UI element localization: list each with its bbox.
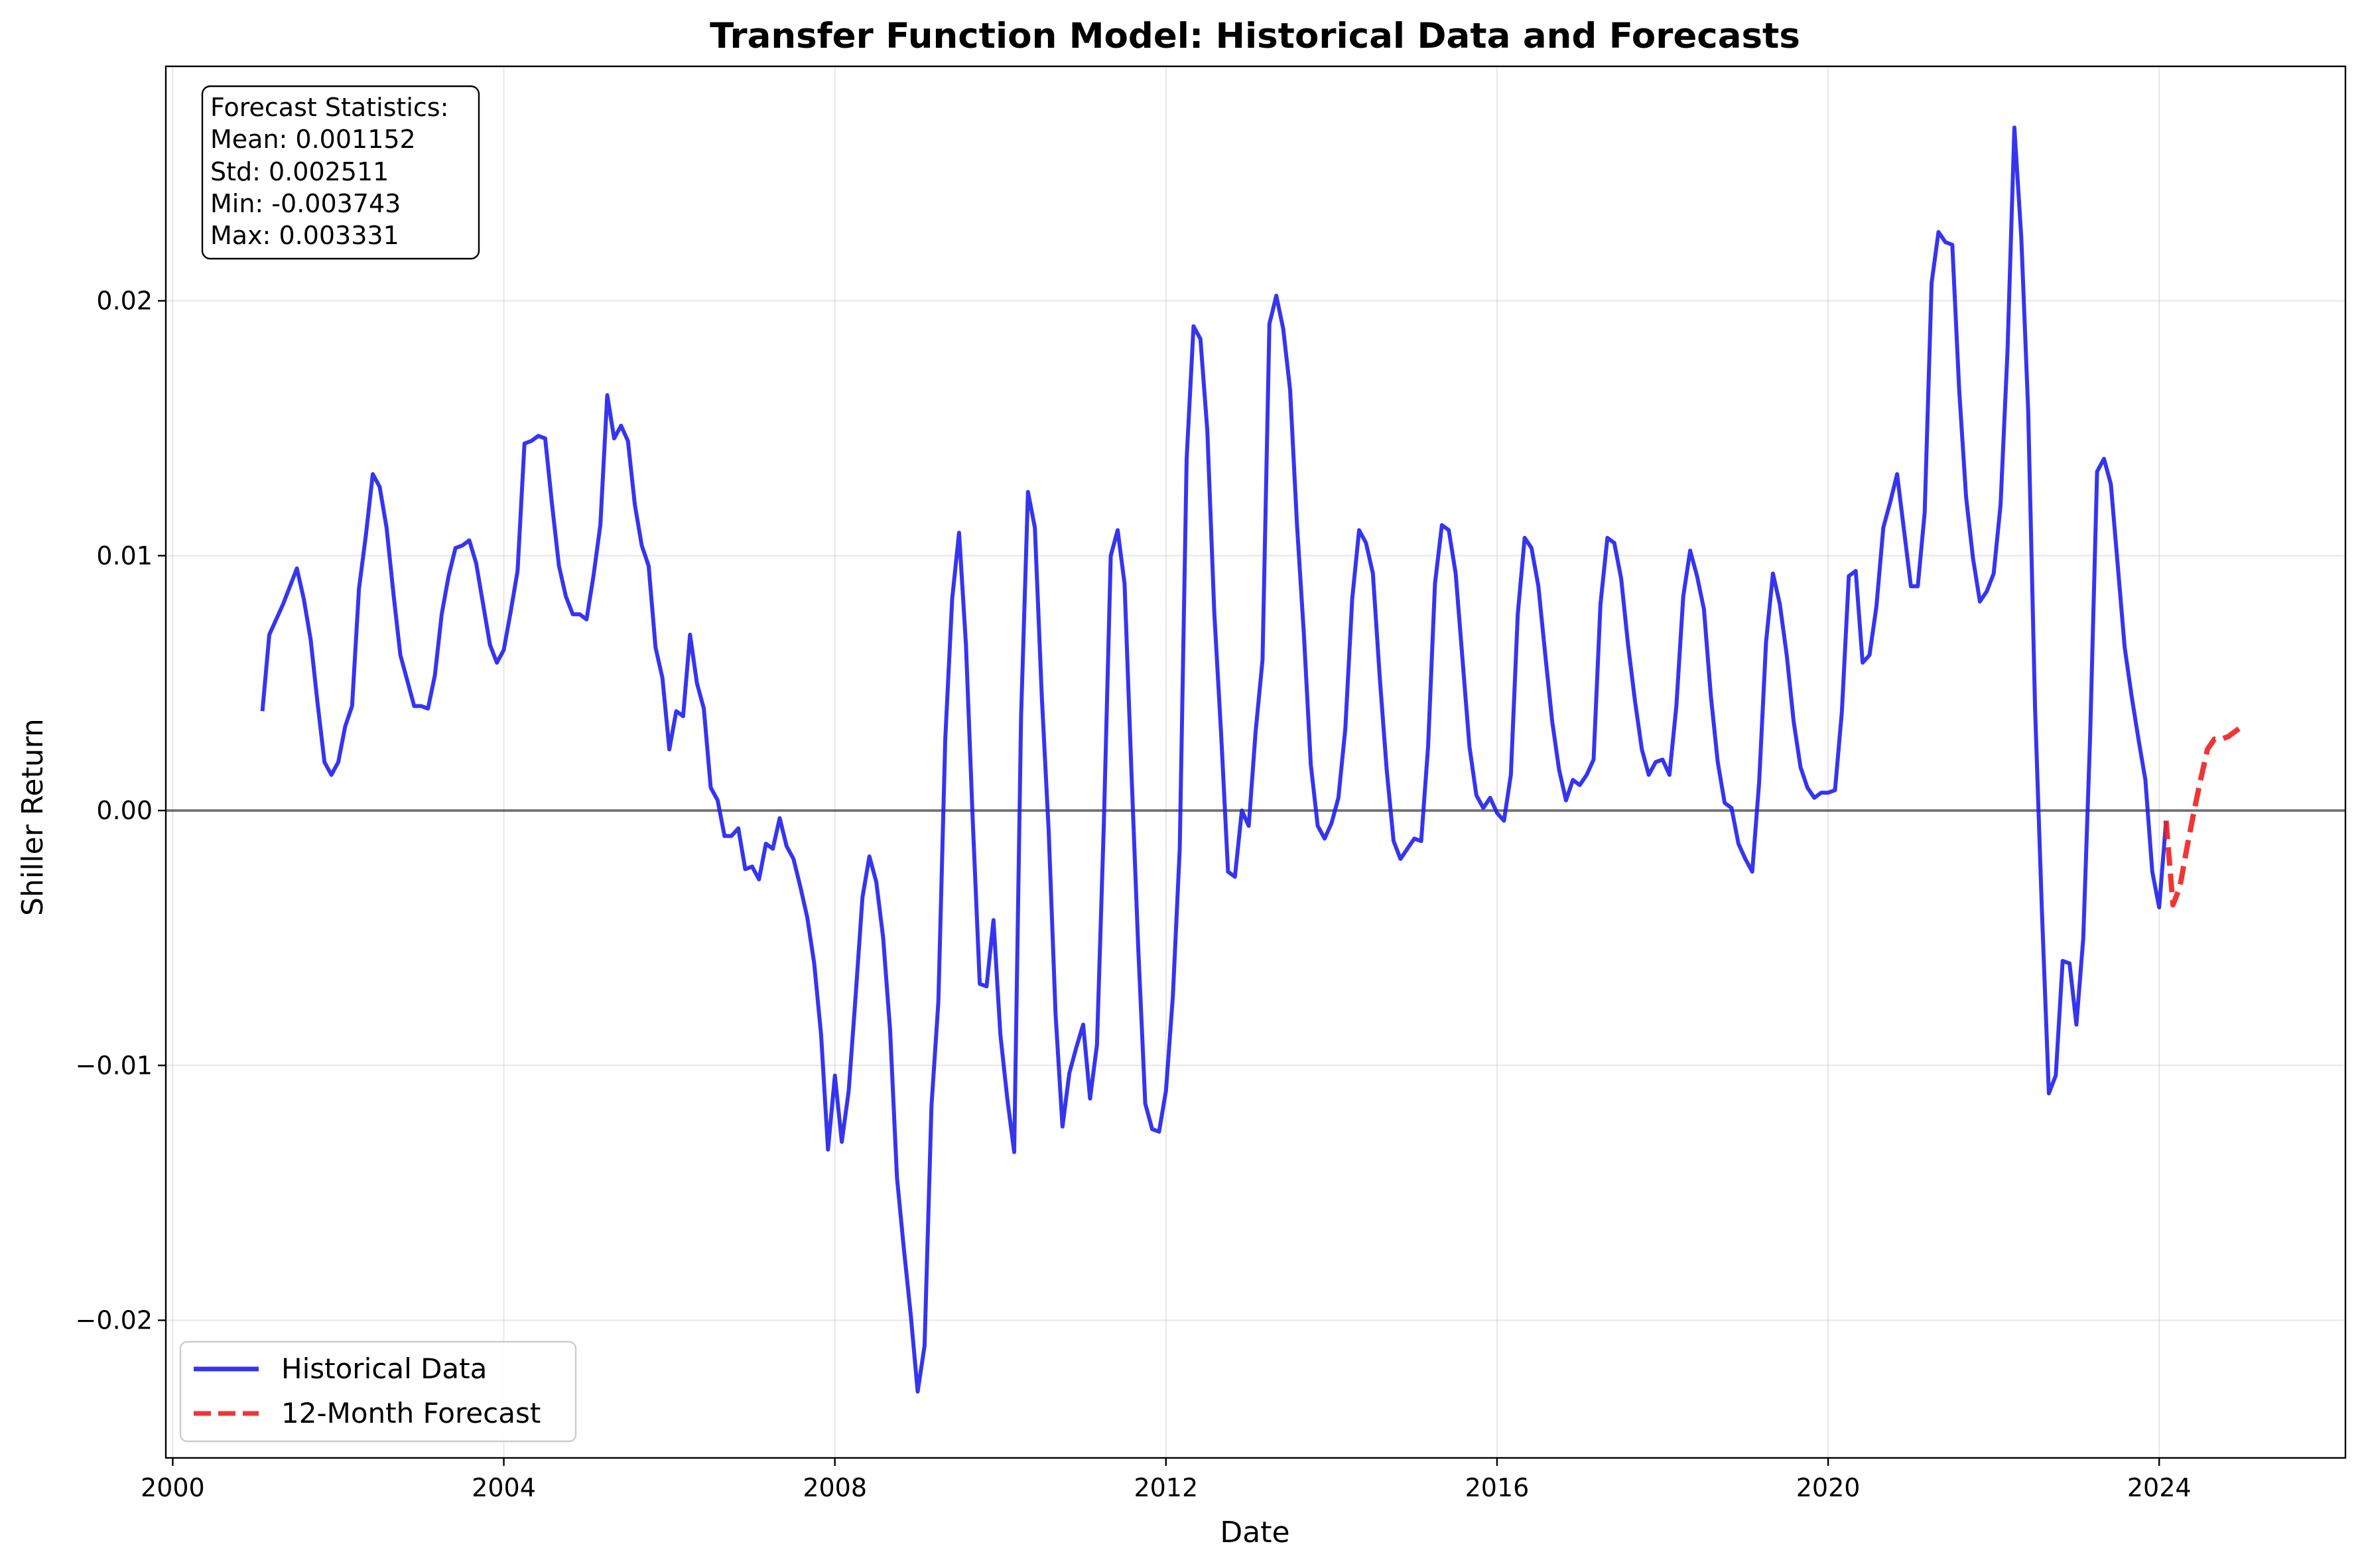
legend-label-historical: Historical Data <box>281 1352 487 1385</box>
x-axis: 2000 2004 2008 2012 2016 2020 2024 <box>141 1458 2192 1502</box>
legend: Historical Data 12-Month Forecast <box>179 1340 577 1443</box>
y-tick-label: 0.02 <box>96 287 153 316</box>
y-tick-label: 0.01 <box>96 541 153 570</box>
x-tick-label: 2000 <box>141 1473 205 1502</box>
x-tick-label: 2020 <box>1796 1473 1861 1502</box>
x-tick-label: 2012 <box>1134 1473 1198 1502</box>
legend-label-forecast: 12-Month Forecast <box>281 1397 541 1429</box>
forecast-stats-box: Forecast Statistics: Mean: 0.001152 Std:… <box>201 85 480 260</box>
y-axis-label: Shiller Return <box>16 718 50 916</box>
x-tick-label: 2024 <box>2127 1473 2192 1502</box>
legend-frame <box>179 1340 577 1443</box>
x-tick-label: 2016 <box>1465 1473 1530 1502</box>
stats-box-frame <box>201 85 480 260</box>
chart-title: Transfer Function Model: Historical Data… <box>710 16 1800 56</box>
stats-line-std: Std: 0.002511 <box>210 157 389 186</box>
stats-line-min: Min: -0.003743 <box>210 189 401 218</box>
series-group <box>260 125 2244 1394</box>
y-axis: −0.02 −0.01 0.00 0.01 0.02 <box>76 287 166 1335</box>
y-tick-label: 0.00 <box>96 796 153 825</box>
y-tick-label: −0.01 <box>76 1051 153 1080</box>
historical-data-line <box>260 125 2168 1394</box>
x-tick-label: 2008 <box>803 1473 867 1502</box>
stats-line-max: Max: 0.003331 <box>210 221 399 250</box>
plot-frame <box>164 65 2347 1459</box>
x-tick-label: 2004 <box>472 1473 536 1502</box>
forecast-line <box>2163 724 2244 908</box>
stats-line-heading: Forecast Statistics: <box>210 93 448 122</box>
y-tick-label: −0.02 <box>76 1306 153 1335</box>
stats-line-mean: Mean: 0.001152 <box>210 125 416 154</box>
x-axis-label: Date <box>1220 1516 1289 1549</box>
